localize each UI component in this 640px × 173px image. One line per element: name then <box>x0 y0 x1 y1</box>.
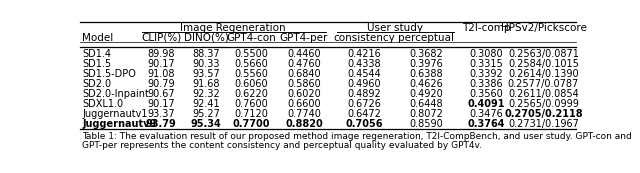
Text: SD1.5: SD1.5 <box>83 59 111 69</box>
Text: 0.8820: 0.8820 <box>285 119 323 129</box>
Text: 0.3976: 0.3976 <box>410 59 444 69</box>
Text: 0.6388: 0.6388 <box>410 69 444 79</box>
Text: 0.4338: 0.4338 <box>348 59 381 69</box>
Text: 90.33: 90.33 <box>193 59 220 69</box>
Text: 0.5560: 0.5560 <box>234 69 268 79</box>
Text: 0.6840: 0.6840 <box>287 69 321 79</box>
Text: GPT4-con: GPT4-con <box>227 33 276 43</box>
Text: DINO(%): DINO(%) <box>184 33 228 43</box>
Text: 0.7120: 0.7120 <box>234 109 268 119</box>
Text: 93.37: 93.37 <box>148 109 175 119</box>
Text: User study: User study <box>367 23 424 33</box>
Text: GPT-per represents the content consistency and perceptual quality evaluated by G: GPT-per represents the content consisten… <box>83 141 483 150</box>
Text: 0.2705/0.2118: 0.2705/0.2118 <box>504 109 583 119</box>
Text: Juggernautv1: Juggernautv1 <box>83 109 148 119</box>
Text: 0.2611/0.0854: 0.2611/0.0854 <box>508 89 579 99</box>
Text: 0.4460: 0.4460 <box>287 49 321 59</box>
Text: 0.3764: 0.3764 <box>467 119 505 129</box>
Text: CLIP(%): CLIP(%) <box>141 33 182 43</box>
Text: Model: Model <box>83 33 113 43</box>
Text: 90.17: 90.17 <box>148 99 175 109</box>
Text: 0.6726: 0.6726 <box>348 99 381 109</box>
Text: 0.4760: 0.4760 <box>287 59 321 69</box>
Text: Juggernautv9: Juggernautv9 <box>83 119 157 129</box>
Text: SD1.5-DPO: SD1.5-DPO <box>83 69 136 79</box>
Text: SD1.4: SD1.4 <box>83 49 111 59</box>
Text: 91.68: 91.68 <box>193 79 220 89</box>
Text: 0.4920: 0.4920 <box>410 89 444 99</box>
Text: SD2.0: SD2.0 <box>83 79 111 89</box>
Text: 88.37: 88.37 <box>193 49 220 59</box>
Text: 0.3386: 0.3386 <box>469 79 503 89</box>
Text: 92.32: 92.32 <box>193 89 220 99</box>
Text: 90.79: 90.79 <box>148 79 175 89</box>
Text: 0.7600: 0.7600 <box>234 99 268 109</box>
Text: 0.3560: 0.3560 <box>469 89 503 99</box>
Text: 0.5660: 0.5660 <box>234 59 268 69</box>
Text: SDXL1.0: SDXL1.0 <box>83 99 124 109</box>
Text: 0.3315: 0.3315 <box>469 59 503 69</box>
Text: 0.7056: 0.7056 <box>346 119 383 129</box>
Text: perceptual: perceptual <box>399 33 454 43</box>
Text: 0.2731/0.1967: 0.2731/0.1967 <box>508 119 579 129</box>
Text: 0.2577/0.0787: 0.2577/0.0787 <box>508 79 579 89</box>
Text: Table 1: The evaluation result of our proposed method image regeneration, T2I-Co: Table 1: The evaluation result of our pr… <box>83 132 632 141</box>
Text: 0.3080: 0.3080 <box>469 49 503 59</box>
Text: 0.5500: 0.5500 <box>234 49 268 59</box>
Text: 0.4892: 0.4892 <box>348 89 381 99</box>
Text: 0.4216: 0.4216 <box>348 49 381 59</box>
Text: 0.6448: 0.6448 <box>410 99 444 109</box>
Text: T2I-comp: T2I-comp <box>462 23 510 33</box>
Text: 95.34: 95.34 <box>191 119 221 129</box>
Text: 0.2563/0.0871: 0.2563/0.0871 <box>508 49 579 59</box>
Text: 91.08: 91.08 <box>148 69 175 79</box>
Text: 0.7740: 0.7740 <box>287 109 321 119</box>
Text: 89.98: 89.98 <box>148 49 175 59</box>
Text: 0.7700: 0.7700 <box>232 119 270 129</box>
Text: 90.17: 90.17 <box>148 59 175 69</box>
Text: 0.5860: 0.5860 <box>287 79 321 89</box>
Text: SD2.0-Inpaint: SD2.0-Inpaint <box>83 89 149 99</box>
Text: 0.2584/0.1015: 0.2584/0.1015 <box>508 59 579 69</box>
Text: HPSv2/Pickscore: HPSv2/Pickscore <box>500 23 586 33</box>
Text: 0.3476: 0.3476 <box>469 109 503 119</box>
Text: 93.57: 93.57 <box>193 69 220 79</box>
Text: 92.41: 92.41 <box>193 99 220 109</box>
Text: 0.4960: 0.4960 <box>348 79 381 89</box>
Text: 0.3392: 0.3392 <box>469 69 503 79</box>
Text: 93.79: 93.79 <box>146 119 177 129</box>
Text: 0.3682: 0.3682 <box>410 49 444 59</box>
Text: Image Regeneration: Image Regeneration <box>180 23 285 33</box>
Text: 0.4091: 0.4091 <box>467 99 505 109</box>
Text: 0.6020: 0.6020 <box>287 89 321 99</box>
Text: 90.67: 90.67 <box>148 89 175 99</box>
Text: GPT4-per: GPT4-per <box>280 33 328 43</box>
Text: 0.6600: 0.6600 <box>287 99 321 109</box>
Text: 0.8590: 0.8590 <box>410 119 444 129</box>
Text: 0.4626: 0.4626 <box>410 79 444 89</box>
Text: 0.2565/0.0999: 0.2565/0.0999 <box>508 99 579 109</box>
Text: 0.8072: 0.8072 <box>410 109 444 119</box>
Text: 0.6220: 0.6220 <box>234 89 268 99</box>
Text: consistency: consistency <box>333 33 396 43</box>
Text: 95.27: 95.27 <box>193 109 220 119</box>
Text: 0.4544: 0.4544 <box>348 69 381 79</box>
Text: 0.2614/0.1390: 0.2614/0.1390 <box>508 69 579 79</box>
Text: 0.6472: 0.6472 <box>348 109 381 119</box>
Text: 0.6060: 0.6060 <box>234 79 268 89</box>
